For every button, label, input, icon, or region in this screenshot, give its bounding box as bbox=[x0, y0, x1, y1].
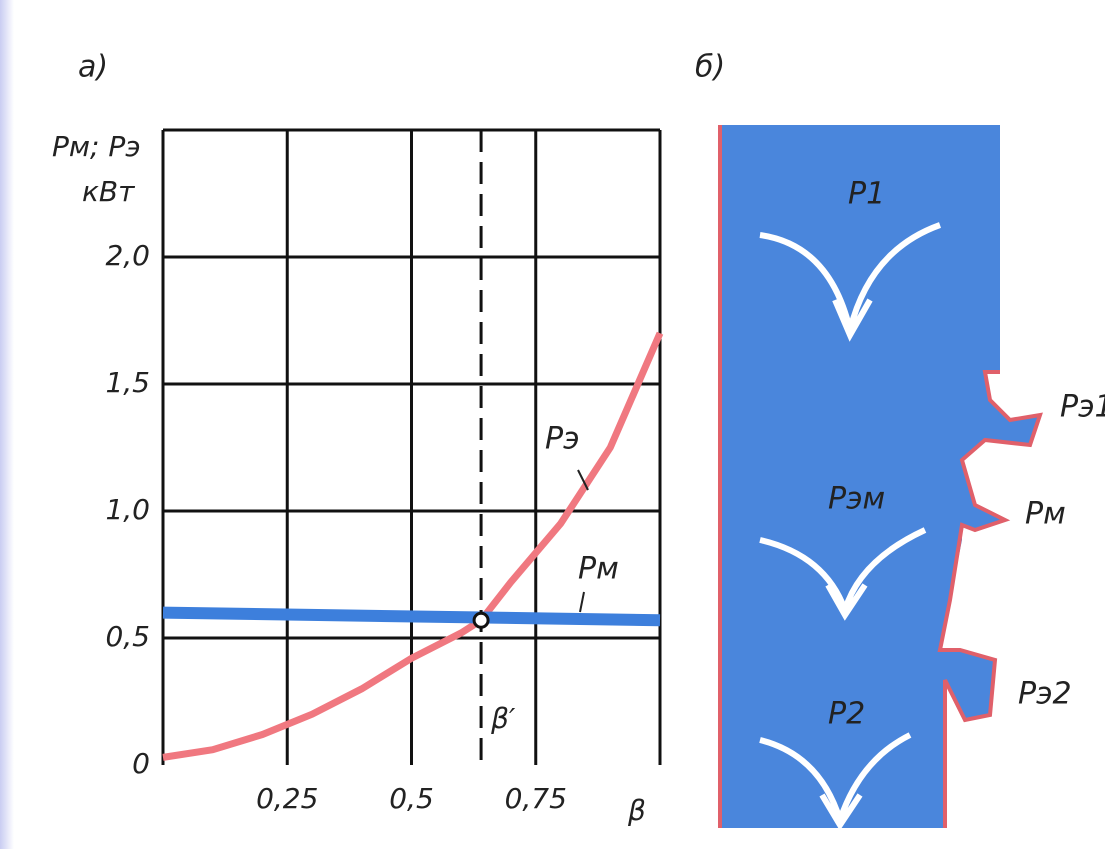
diagram-label: P1 bbox=[848, 177, 885, 212]
y-axis-label: Pм; Pэ bbox=[52, 130, 141, 163]
marker-label: β′ bbox=[490, 702, 516, 735]
figure: а) б) Pм; Pэ кВт β P1 Pэм P2 Pэ1 Pм Pэ2 … bbox=[0, 0, 1105, 849]
series-line bbox=[163, 613, 660, 621]
y-tick-label: 0 bbox=[132, 747, 150, 780]
x-tick-label: 0,5 bbox=[389, 782, 434, 815]
x-tick-label: 0,25 bbox=[256, 782, 318, 815]
edge-shade bbox=[0, 0, 14, 849]
series-label: Pэ bbox=[545, 422, 580, 457]
diagram-label: Pэ2 bbox=[1018, 677, 1072, 712]
panel-label: а) bbox=[78, 50, 108, 85]
diagram-label: P2 bbox=[828, 697, 865, 732]
series-label: Pм bbox=[578, 552, 619, 587]
x-tick-label: 0,75 bbox=[505, 782, 567, 815]
y-tick-label: 2,0 bbox=[105, 239, 150, 272]
page: а) б) Pм; Pэ кВт β P1 Pэм P2 Pэ1 Pм Pэ2 … bbox=[0, 0, 1105, 849]
y-tick-label: 1,0 bbox=[105, 493, 150, 526]
intersection-point bbox=[474, 613, 488, 627]
y-axis-unit: кВт bbox=[82, 175, 135, 208]
x-axis-label: β bbox=[627, 794, 646, 827]
y-tick-label: 0,5 bbox=[105, 620, 150, 653]
diagram-label: Pэ1 bbox=[1060, 390, 1105, 425]
diagram-label: Pм bbox=[1025, 497, 1066, 532]
panel-label: б) bbox=[695, 50, 725, 85]
diagram-label: Pэм bbox=[828, 482, 885, 517]
y-tick-label: 1,5 bbox=[105, 366, 150, 399]
